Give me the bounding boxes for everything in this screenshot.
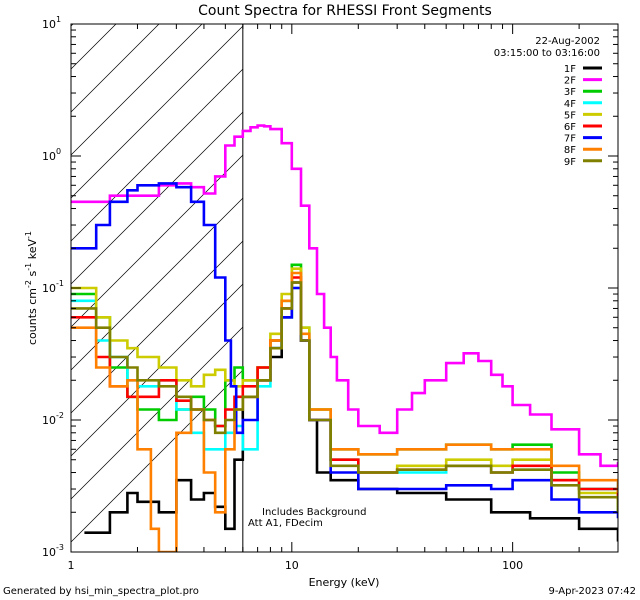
legend-label-3f: 3F bbox=[564, 87, 576, 98]
annotation-attenuator: Att A1, FDecim bbox=[248, 518, 323, 529]
hatch-line bbox=[71, 24, 160, 113]
date-label: 22-Aug-2002 bbox=[535, 36, 600, 47]
y-tick-exponent: -3 bbox=[56, 543, 64, 552]
x-tick-label: 100 bbox=[502, 559, 523, 572]
y-tick-label: 10-2 bbox=[42, 411, 64, 427]
x-axis-label: Energy (keV) bbox=[309, 576, 380, 589]
y-tick-base: 10 bbox=[42, 414, 56, 427]
y-tick-label: 101 bbox=[42, 15, 61, 31]
x-tick-label: 10 bbox=[285, 559, 299, 572]
timestamp-label: 9-Apr-2023 07:42 bbox=[549, 586, 636, 597]
legend-label-2f: 2F bbox=[564, 76, 576, 87]
hatch-line bbox=[71, 25, 244, 199]
hatch-line bbox=[71, 283, 244, 457]
generated-by-label: Generated by hsi_min_spectra_plot.pro bbox=[3, 586, 199, 597]
y-tick-base: 10 bbox=[42, 282, 56, 295]
y-tick-exponent: 0 bbox=[56, 147, 61, 156]
legend-label-4f: 4F bbox=[564, 99, 576, 110]
legend-label-6f: 6F bbox=[564, 122, 576, 133]
series-lines bbox=[71, 124, 618, 552]
hatch-line bbox=[71, 111, 244, 285]
ylabel-part-5: -1 bbox=[24, 231, 33, 239]
legend-label-8f: 8F bbox=[564, 145, 576, 156]
hatched-region bbox=[71, 24, 244, 543]
hatch-line bbox=[71, 68, 244, 242]
hatch-line bbox=[71, 369, 244, 543]
series-line-2f bbox=[71, 124, 618, 468]
ylabel-part-0: counts cm bbox=[26, 288, 39, 345]
legend-label-7f: 7F bbox=[564, 134, 576, 145]
series-line-9f bbox=[71, 281, 618, 513]
y-tick-base: 10 bbox=[42, 18, 56, 31]
legend-label-5f: 5F bbox=[564, 110, 576, 121]
hatch-line bbox=[71, 24, 203, 156]
chart-title: Count Spectra for RHESSI Front Segments bbox=[198, 3, 492, 19]
annotation-background: Includes Background bbox=[262, 507, 366, 518]
ylabel-part-3: -1 bbox=[24, 263, 33, 271]
y-tick-exponent: 1 bbox=[56, 15, 61, 24]
time-range-label: 03:15:00 to 03:16:00 bbox=[494, 48, 600, 59]
y-tick-label: 100 bbox=[42, 147, 61, 163]
y-tick-base: 10 bbox=[42, 150, 56, 163]
legend-label-1f: 1F bbox=[564, 64, 576, 75]
ylabel-part-4: keV bbox=[26, 239, 39, 263]
ylabel-part-2: s bbox=[26, 270, 39, 279]
ylabel-part-1: -2 bbox=[24, 280, 33, 288]
y-tick-exponent: -2 bbox=[56, 411, 64, 420]
hatch-line bbox=[71, 326, 244, 500]
axis-ticks bbox=[70, 23, 619, 553]
x-tick-labels: 1 10 100 bbox=[68, 559, 524, 572]
legend-label-9f: 9F bbox=[564, 157, 576, 168]
series-line-7f bbox=[71, 182, 618, 519]
y-axis-label: counts cm-2 s-1 keV-1 bbox=[24, 231, 39, 345]
y-tick-label: 10-1 bbox=[42, 279, 64, 295]
y-tick-base: 10 bbox=[42, 546, 56, 559]
y-tick-label: 10-3 bbox=[42, 543, 64, 559]
hatch-line bbox=[71, 24, 117, 70]
y-tick-exponent: -1 bbox=[56, 279, 64, 288]
x-tick-label: 1 bbox=[68, 559, 75, 572]
